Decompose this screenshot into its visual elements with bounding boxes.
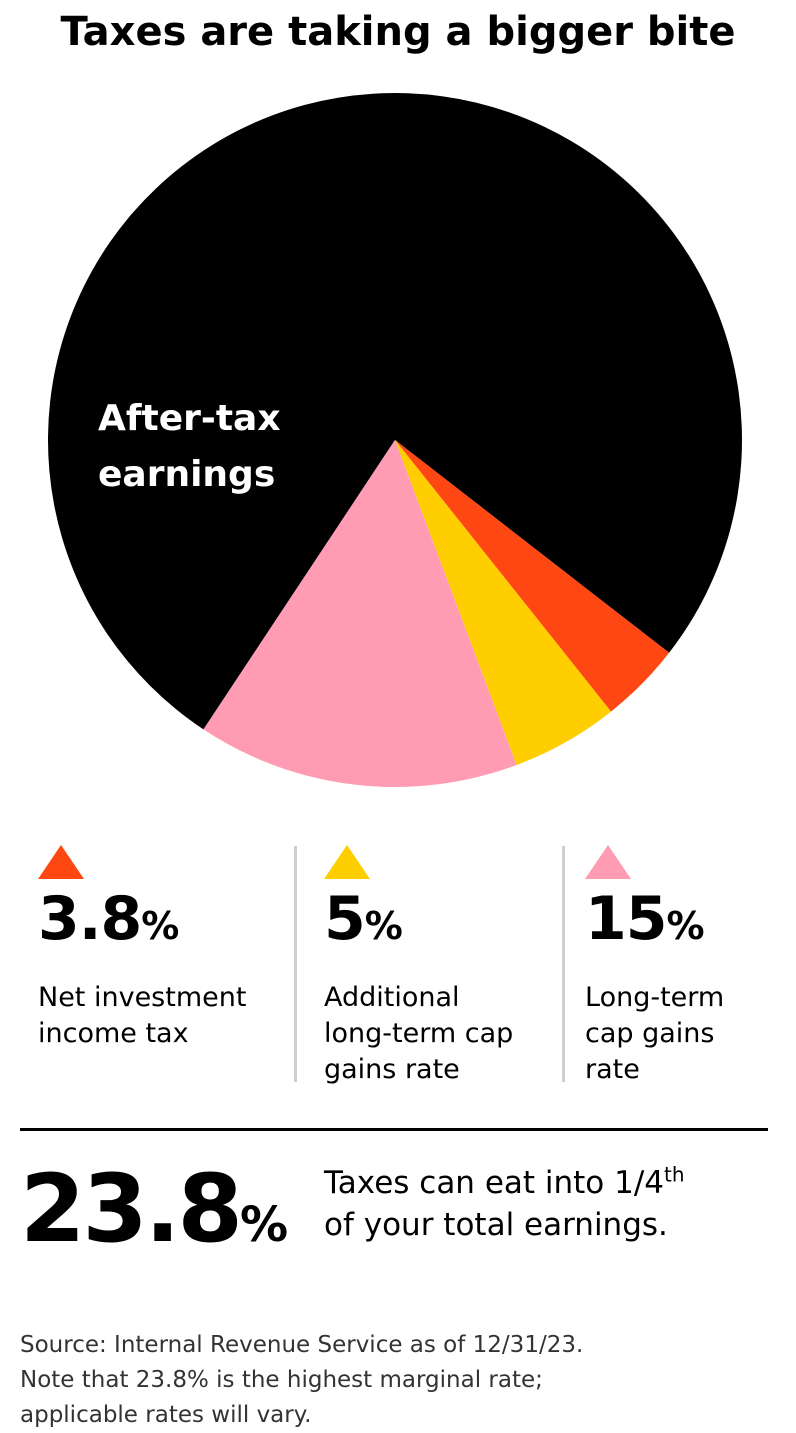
stat-value: 5% bbox=[324, 883, 564, 970]
footnote-line: Note that 23.8% is the highest marginal … bbox=[20, 1367, 543, 1393]
pie-slice-net-investment-income-tax bbox=[395, 440, 670, 712]
stat-description-line: gains rate bbox=[324, 1054, 460, 1085]
pie-slice-long-term-cap-gains-rate bbox=[203, 440, 517, 788]
total-unit: % bbox=[239, 1197, 289, 1253]
stat-number: 15 bbox=[585, 884, 667, 954]
total-description-line2: of your total earnings. bbox=[324, 1207, 668, 1243]
total-number: 23.8 bbox=[20, 1155, 243, 1264]
divider bbox=[294, 846, 297, 1082]
stat-unit: % bbox=[141, 904, 180, 948]
stat-description-line: rate bbox=[585, 1054, 640, 1085]
total-description-line1: Taxes can eat into 1/4th bbox=[324, 1162, 774, 1204]
total-description-text: Taxes can eat into 1/4 bbox=[324, 1165, 665, 1201]
footnote-line: Source: Internal Revenue Service as of 1… bbox=[20, 1332, 584, 1358]
pie-label-after-tax-line1: After-tax bbox=[98, 398, 281, 439]
stat-description-line: Net investment bbox=[38, 982, 247, 1013]
total-tax-value: 23.8% bbox=[20, 1150, 288, 1296]
stat-description-line: long-term cap bbox=[324, 1018, 514, 1049]
triangle-up-icon bbox=[38, 845, 84, 879]
stat-unit: % bbox=[666, 904, 705, 948]
ordinal-suffix: th bbox=[664, 1162, 685, 1187]
triangle-up-icon bbox=[585, 845, 631, 879]
stat-description-line: income tax bbox=[38, 1018, 189, 1049]
footnote-line: applicable rates will vary. bbox=[20, 1402, 312, 1428]
stat-description: Net investment income tax bbox=[38, 980, 278, 1052]
stat-long-term-cap-gains: 15% Long-term cap gains rate bbox=[585, 845, 775, 1088]
stat-additional-cap-gains: 5% Additional long-term cap gains rate bbox=[324, 845, 564, 1088]
pie-slice-additional-long-term-cap-gains-rate bbox=[395, 440, 612, 766]
chart-title: Taxes are taking a bigger bite bbox=[60, 9, 736, 55]
stat-value: 3.8% bbox=[38, 883, 278, 970]
stat-description-line: cap gains bbox=[585, 1018, 715, 1049]
pie-slice-after-tax-earnings bbox=[47, 92, 742, 730]
source-footnote: Source: Internal Revenue Service as of 1… bbox=[20, 1328, 780, 1433]
stat-description: Long-term cap gains rate bbox=[585, 980, 775, 1088]
pie-chart: After-tax earnings bbox=[47, 92, 742, 788]
stat-number: 5 bbox=[324, 884, 366, 954]
stat-unit: % bbox=[364, 904, 403, 948]
horizontal-divider bbox=[20, 1128, 768, 1131]
stat-description-line: Additional bbox=[324, 982, 460, 1013]
stat-value: 15% bbox=[585, 883, 775, 970]
divider bbox=[562, 846, 565, 1082]
stat-description-line: Long-term bbox=[585, 982, 725, 1013]
stat-description: Additional long-term cap gains rate bbox=[324, 980, 564, 1088]
pie-label-after-tax-line2: earnings bbox=[98, 454, 275, 495]
total-description: Taxes can eat into 1/4th of your total e… bbox=[324, 1162, 774, 1246]
stat-number: 3.8 bbox=[38, 884, 142, 954]
triangle-up-icon bbox=[324, 845, 370, 879]
stat-net-investment-income-tax: 3.8% Net investment income tax bbox=[38, 845, 278, 1052]
